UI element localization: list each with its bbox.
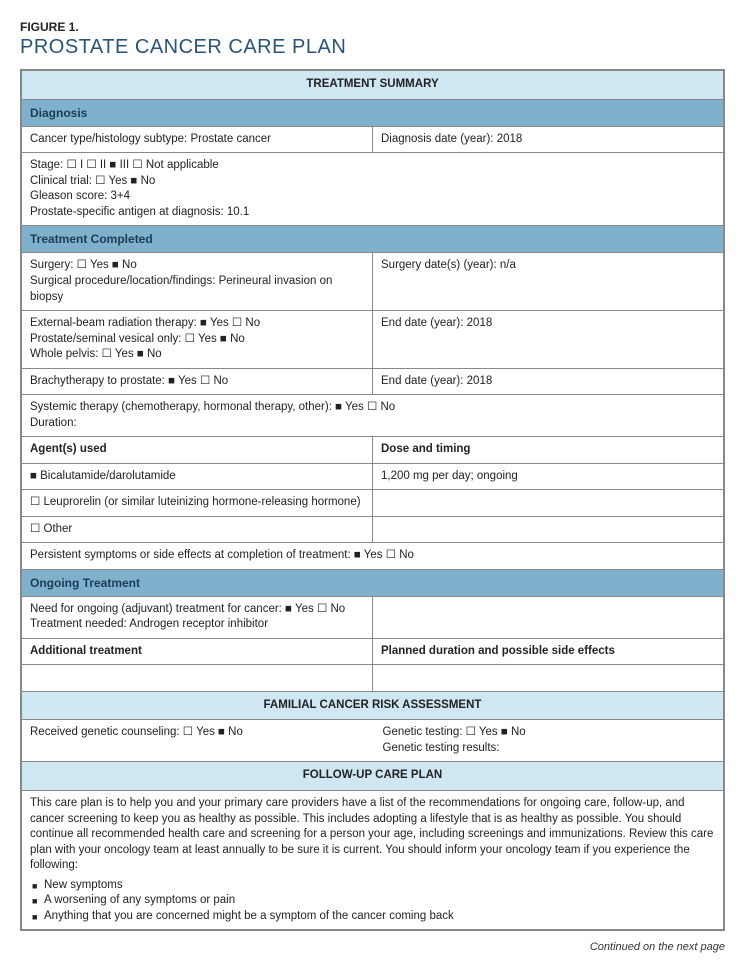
clinical-trial-line: Clinical trial: ☐ Yes ■ No — [30, 174, 715, 190]
ebrt-end-cell: End date (year): 2018 — [373, 311, 725, 369]
followup-paragraph: This care plan is to help you and your p… — [30, 796, 715, 874]
bullet-1: New symptoms — [30, 878, 715, 894]
diagnosis-left: Cancer type/histology subtype: Prostate … — [21, 126, 373, 153]
brachy-end-cell: End date (year): 2018 — [373, 368, 725, 395]
ongoing-right-cell — [373, 596, 725, 638]
psa-line: Prostate-specific antigen at diagnosis: … — [30, 205, 715, 221]
dose-row-1: 1,200 mg per day; ongoing — [373, 463, 725, 490]
band-ongoing: Ongoing Treatment — [21, 569, 724, 596]
agent-row-3: ☐ Other — [21, 516, 373, 543]
dose-row-3 — [373, 516, 725, 543]
planned-duration-header: Planned duration and possible side effec… — [373, 638, 725, 665]
followup-cell: This care plan is to help you and your p… — [21, 791, 724, 931]
diagnosis-right: Diagnosis date (year): 2018 — [373, 126, 725, 153]
figure-label: FIGURE 1. — [20, 20, 725, 34]
ebrt-cell: External-beam radiation therapy: ■ Yes ☐… — [21, 311, 373, 369]
ebrt-line3: Whole pelvis: ☐ Yes ■ No — [30, 347, 364, 363]
surgery-date-cell: Surgery date(s) (year): n/a — [373, 253, 725, 311]
dose-header: Dose and timing — [373, 437, 725, 464]
genetic-counseling: Received genetic counseling: ☐ Yes ■ No — [30, 725, 363, 756]
genetic-testing-line1: Genetic testing: ☐ Yes ■ No — [383, 725, 716, 741]
additional-treatment-header: Additional treatment — [21, 638, 373, 665]
band-diagnosis: Diagnosis — [21, 99, 724, 126]
bullet-3: Anything that you are concerned might be… — [30, 909, 715, 925]
systemic-line2: Duration: — [30, 416, 715, 432]
agent-row-1: ■ Bicalutamide/darolutamide — [21, 463, 373, 490]
ebrt-line2: Prostate/seminal vesical only: ☐ Yes ■ N… — [30, 332, 364, 348]
followup-bullets: New symptoms A worsening of any symptoms… — [30, 878, 715, 925]
stage-block: Stage: ☐ I ☐ II ■ III ☐ Not applicable C… — [21, 153, 724, 226]
ebrt-line1: External-beam radiation therapy: ■ Yes ☐… — [30, 316, 364, 332]
band-familial: FAMILIAL CANCER RISK ASSESSMENT — [21, 691, 724, 720]
ongoing-line1: Need for ongoing (adjuvant) treatment fo… — [30, 602, 364, 618]
genetic-testing-line2: Genetic testing results: — [383, 741, 716, 757]
dose-row-2 — [373, 490, 725, 517]
agent-row-2: ☐ Leuprorelin (or similar luteinizing ho… — [21, 490, 373, 517]
band-followup: FOLLOW-UP CARE PLAN — [21, 762, 724, 791]
care-plan-table: TREATMENT SUMMARY Diagnosis Cancer type/… — [20, 69, 725, 931]
bullet-2: A worsening of any symptoms or pain — [30, 893, 715, 909]
ongoing-need-cell: Need for ongoing (adjuvant) treatment fo… — [21, 596, 373, 638]
persistent-symptoms-cell: Persistent symptoms or side effects at c… — [21, 543, 724, 570]
stage-line: Stage: ☐ I ☐ II ■ III ☐ Not applicable — [30, 158, 715, 174]
planned-duration-cell — [373, 665, 725, 692]
gleason-line: Gleason score: 3+4 — [30, 189, 715, 205]
surgery-cell: Surgery: ☐ Yes ■ No Surgical procedure/l… — [21, 253, 373, 311]
surgery-line1: Surgery: ☐ Yes ■ No — [30, 258, 364, 274]
ongoing-line2: Treatment needed: Androgen receptor inhi… — [30, 617, 364, 633]
band-treatment-completed: Treatment Completed — [21, 226, 724, 253]
band-treatment-summary: TREATMENT SUMMARY — [21, 70, 724, 99]
surgery-line2: Surgical procedure/location/findings: Pe… — [30, 274, 364, 305]
additional-treatment-cell — [21, 665, 373, 692]
brachy-cell: Brachytherapy to prostate: ■ Yes ☐ No — [21, 368, 373, 395]
systemic-cell: Systemic therapy (chemotherapy, hormonal… — [21, 395, 724, 437]
systemic-line1: Systemic therapy (chemotherapy, hormonal… — [30, 400, 715, 416]
familial-row: Received genetic counseling: ☐ Yes ■ No … — [21, 720, 724, 762]
continued-note: Continued on the next page — [20, 941, 725, 953]
agents-header: Agent(s) used — [21, 437, 373, 464]
figure-title: PROSTATE CANCER CARE PLAN — [20, 36, 725, 59]
